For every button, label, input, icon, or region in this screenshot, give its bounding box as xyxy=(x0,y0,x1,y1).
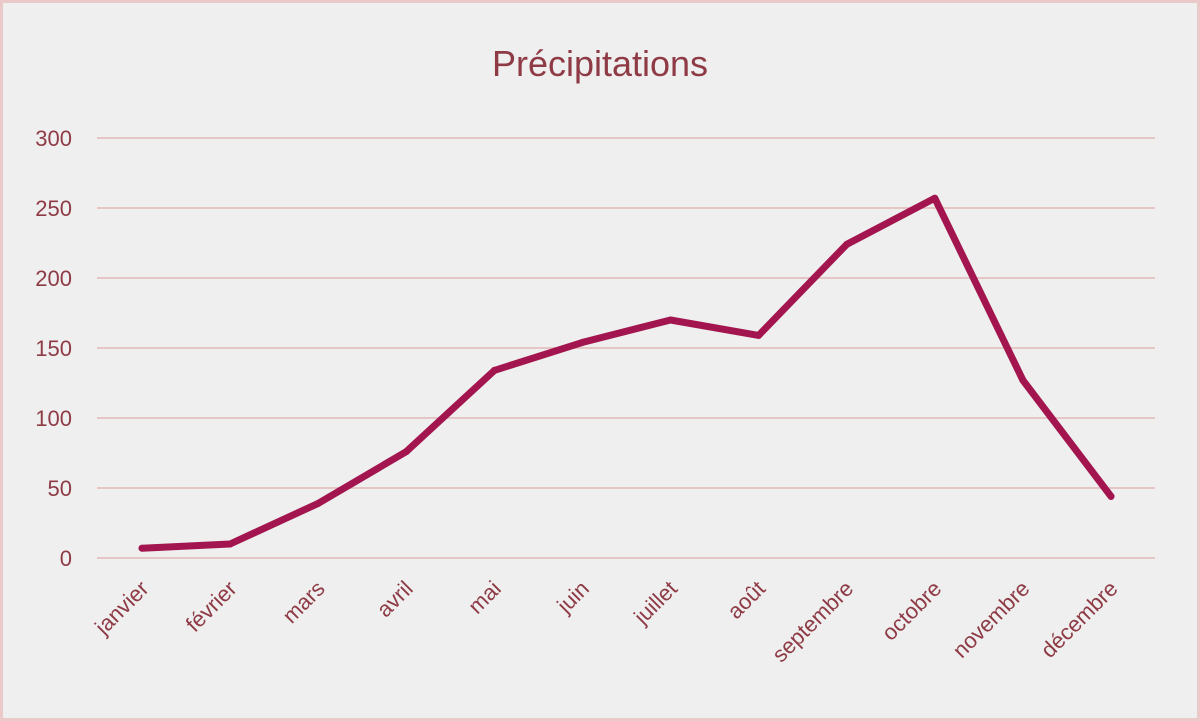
y-tick-label: 200 xyxy=(35,266,72,291)
y-tick-label: 150 xyxy=(35,336,72,361)
x-tick-label: juillet xyxy=(628,576,682,630)
data-point xyxy=(667,316,675,324)
x-tick-label: octobre xyxy=(877,576,947,646)
y-tick-label: 50 xyxy=(48,476,72,501)
data-point xyxy=(1107,492,1115,500)
y-axis-ticks: 0 50 100 150 200 250 300 xyxy=(35,126,72,571)
data-point xyxy=(402,448,410,456)
x-tick-label: février xyxy=(181,576,242,637)
x-tick-label: août xyxy=(722,576,770,624)
y-tick-label: 300 xyxy=(35,126,72,151)
data-point xyxy=(578,338,586,346)
series-layer xyxy=(138,194,1115,552)
y-tick-label: 0 xyxy=(60,546,72,571)
x-tick-label: septembre xyxy=(767,576,858,667)
x-tick-label: mars xyxy=(277,576,329,628)
chart-title: Précipitations xyxy=(492,43,708,84)
x-tick-label: janvier xyxy=(89,576,153,640)
data-point xyxy=(755,331,763,339)
data-point xyxy=(226,540,234,548)
y-tick-label: 100 xyxy=(35,406,72,431)
data-point xyxy=(138,544,146,552)
x-tick-label: mai xyxy=(463,576,506,619)
data-point xyxy=(843,240,851,248)
x-tick-label: avril xyxy=(372,576,418,622)
x-axis-ticks: janvier février mars avril mai juin juillet aoû… xyxy=(89,576,1122,667)
data-point xyxy=(931,194,939,202)
gridlines xyxy=(97,137,1155,559)
data-point xyxy=(1019,376,1027,384)
x-tick-label: novembre xyxy=(948,576,1035,663)
x-tick-label: décembre xyxy=(1036,576,1123,663)
y-tick-label: 250 xyxy=(35,196,72,221)
series-line xyxy=(138,194,1115,552)
data-point xyxy=(490,366,498,374)
x-tick-label: juin xyxy=(551,576,594,619)
data-point xyxy=(314,499,322,507)
